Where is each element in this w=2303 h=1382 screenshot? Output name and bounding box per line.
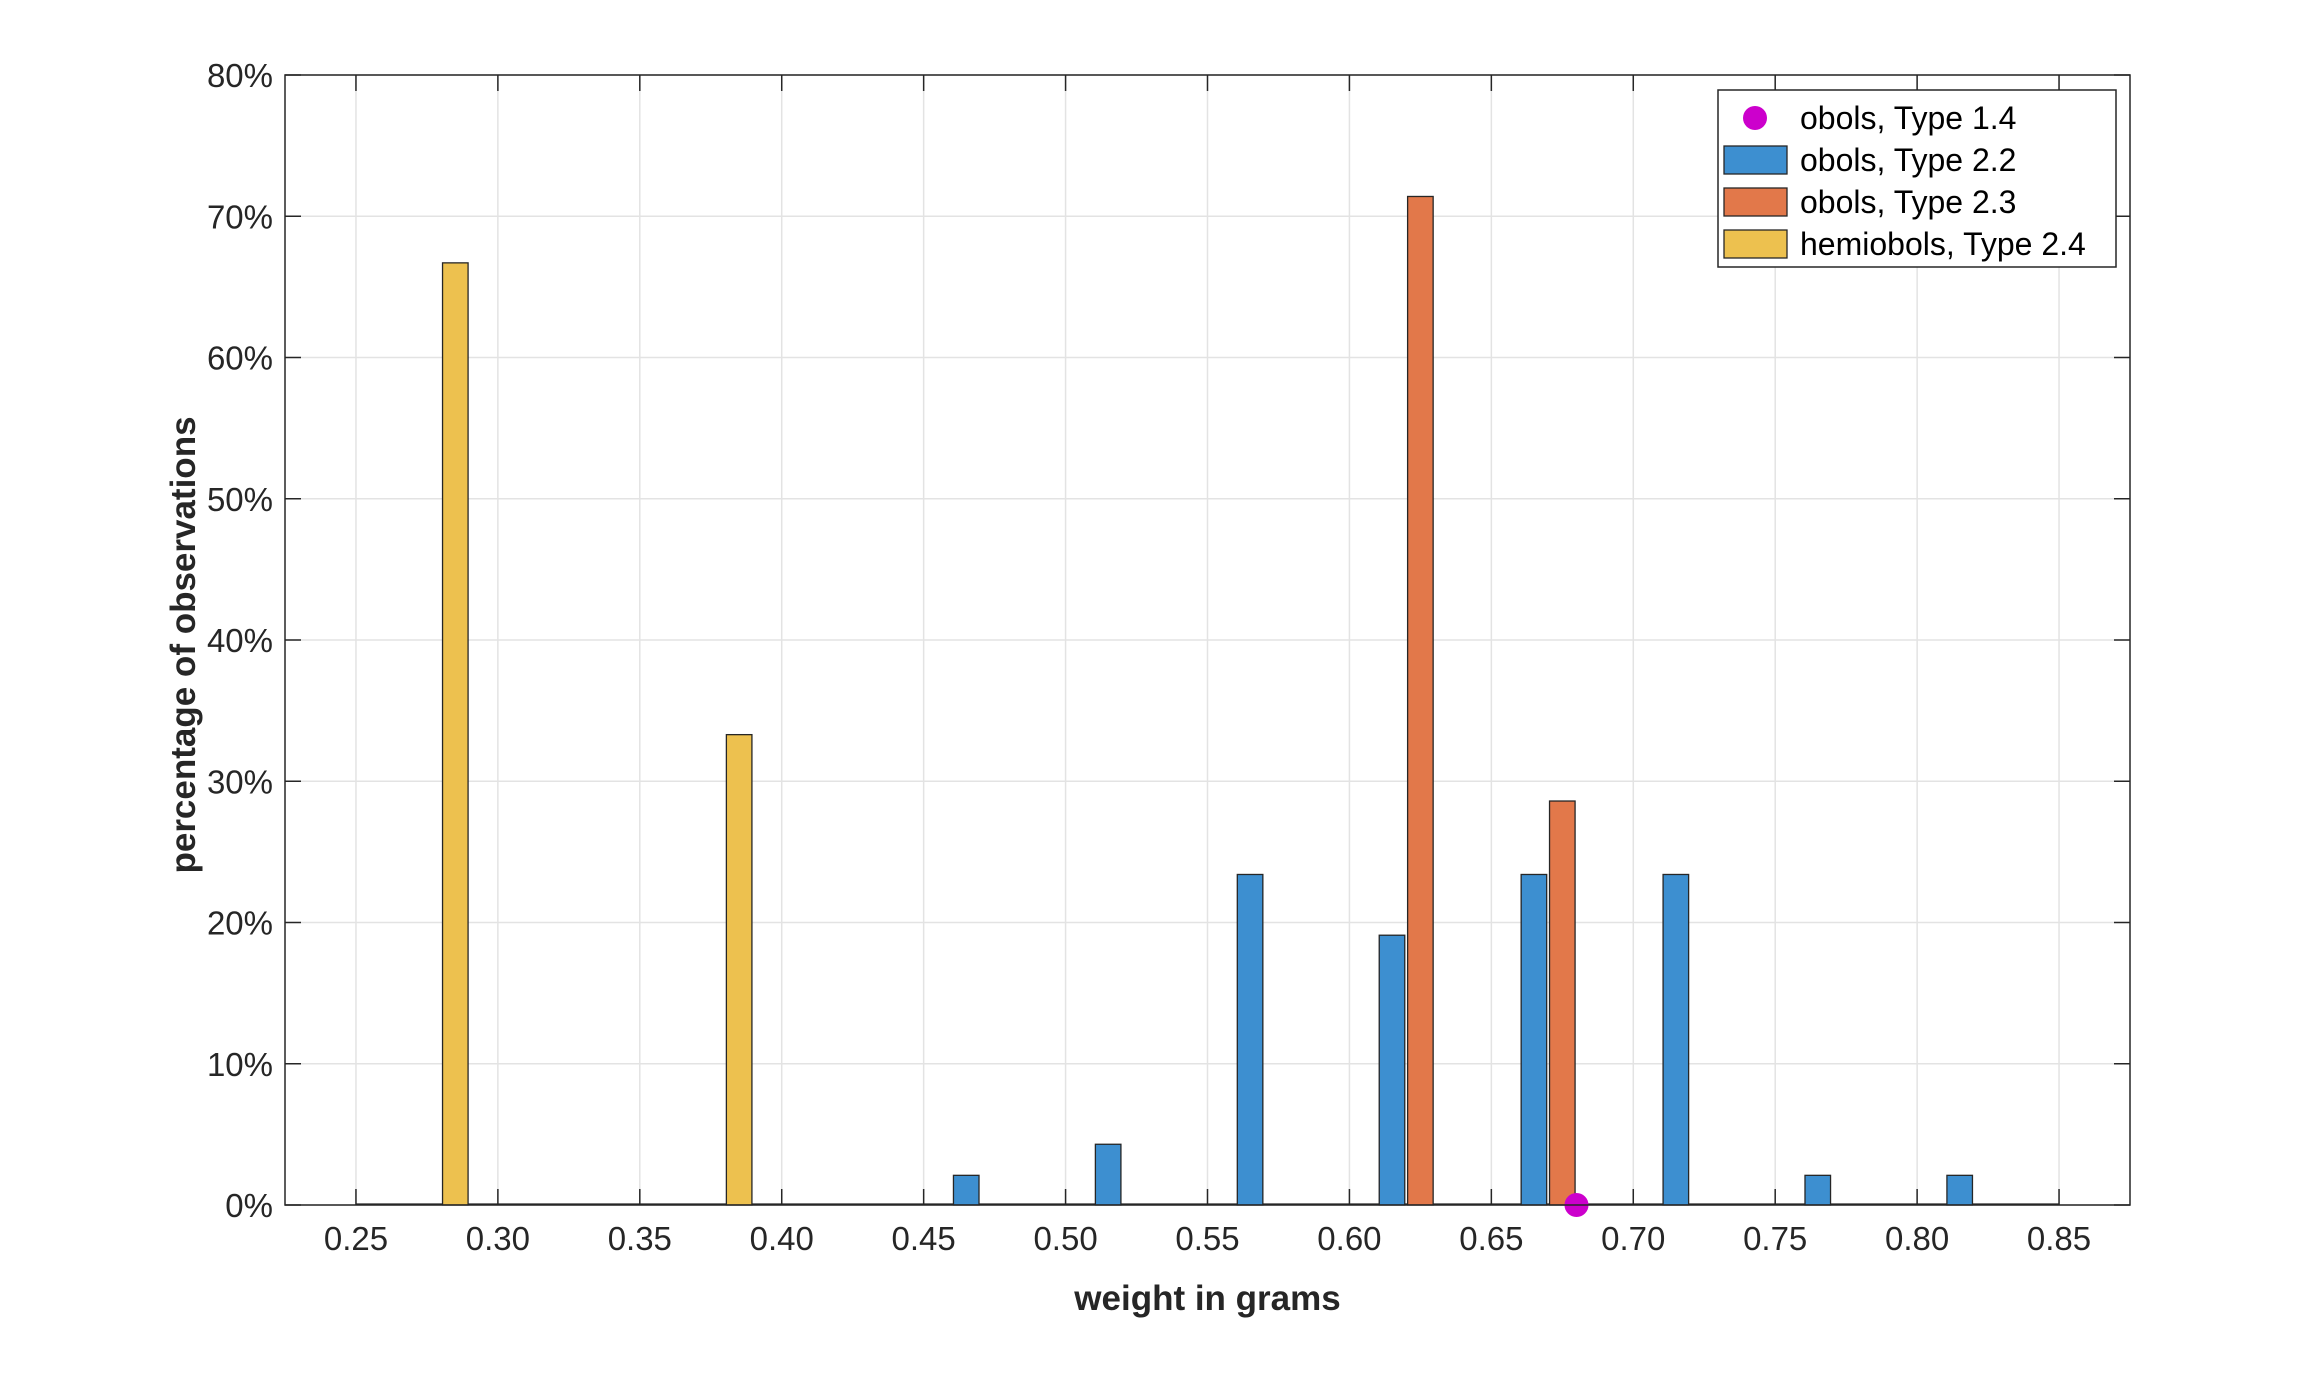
y-tick-label: 20% <box>207 905 273 942</box>
legend-marker-point <box>1743 106 1767 130</box>
x-tick-labels: 0.25 0.30 0.35 0.40 0.45 0.50 0.55 0.60 0.65 0.70… <box>324 1220 2091 1257</box>
x-axis-title: weight in grams <box>1073 1279 1340 1318</box>
bar <box>1378 934 1406 1206</box>
x-tick-label: 0.80 <box>1885 1220 1949 1257</box>
x-tick-label: 0.30 <box>466 1220 530 1257</box>
bar <box>725 733 753 1206</box>
bar <box>1946 1174 1974 1206</box>
legend-entry-label: obols, Type 2.2 <box>1800 142 2016 178</box>
legend: obols, Type 1.4 obols, Type 2.2 obols, Typ… <box>1717 89 2117 268</box>
y-tick-label: 10% <box>207 1046 273 1083</box>
bars <box>441 195 1974 1206</box>
x-tick-label: 0.55 <box>1175 1220 1239 1257</box>
legend-swatch <box>1723 229 1788 259</box>
bar <box>1548 800 1576 1206</box>
y-tick-label: 70% <box>207 198 273 235</box>
bar <box>1406 195 1434 1206</box>
y-tick-label: 40% <box>207 622 273 659</box>
bar <box>1662 873 1690 1206</box>
bar <box>1094 1143 1122 1206</box>
x-tick-label: 0.85 <box>2027 1220 2091 1257</box>
y-tick-labels: 0% 10% 20% 30% 40% 50% 60% 70% 80% <box>207 57 273 1224</box>
y-tick-label: 30% <box>207 763 273 800</box>
x-tick-label: 0.45 <box>892 1220 956 1257</box>
axis-ticks <box>285 74 2130 1206</box>
bar <box>952 1174 980 1206</box>
x-tick-label: 0.60 <box>1317 1220 1381 1257</box>
legend-entry-label: obols, Type 1.4 <box>1800 100 2016 136</box>
legend-swatch <box>1723 145 1788 175</box>
x-tick-label: 0.75 <box>1743 1220 1807 1257</box>
x-tick-label: 0.40 <box>750 1220 814 1257</box>
bar <box>441 262 469 1206</box>
x-tick-label: 0.25 <box>324 1220 388 1257</box>
legend-swatch <box>1723 187 1788 217</box>
bar <box>1520 873 1548 1206</box>
y-tick-label: 0% <box>225 1187 273 1224</box>
bar <box>1804 1174 1832 1206</box>
x-tick-label: 0.35 <box>608 1220 672 1257</box>
legend-entry-label: obols, Type 2.3 <box>1800 184 2016 220</box>
legend-entry-label: hemiobols, Type 2.4 <box>1800 226 2086 262</box>
x-tick-label: 0.70 <box>1601 1220 1665 1257</box>
y-axis-title: percentage of observations <box>164 416 203 873</box>
y-tick-label: 50% <box>207 481 273 518</box>
y-tick-label: 80% <box>207 57 273 94</box>
x-tick-label: 0.65 <box>1459 1220 1523 1257</box>
y-tick-label: 60% <box>207 340 273 377</box>
bar <box>1236 873 1264 1206</box>
x-tick-label: 0.50 <box>1033 1220 1097 1257</box>
